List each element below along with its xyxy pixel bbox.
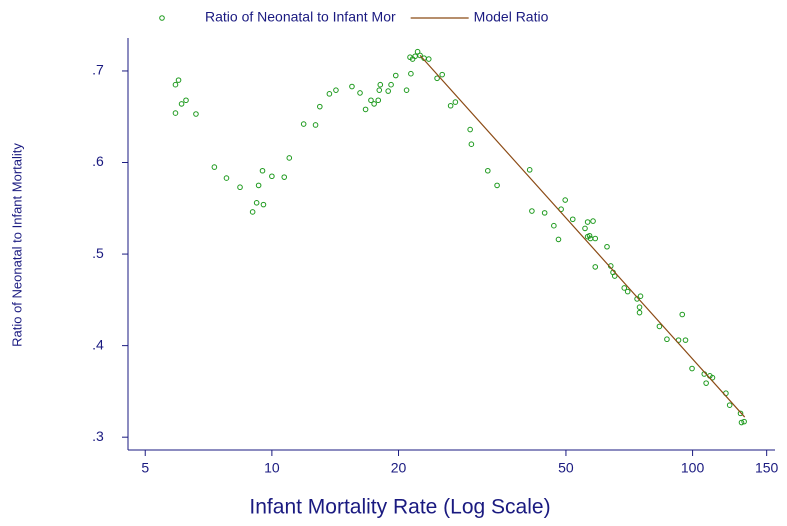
data-point	[447, 102, 454, 109]
y-tick-label: .3	[92, 428, 104, 444]
data-point	[439, 71, 445, 78]
data-point	[592, 235, 599, 242]
data-point	[253, 200, 260, 206]
data-point	[484, 167, 491, 174]
y-tick-label: .6	[92, 153, 104, 169]
data-point	[555, 236, 562, 243]
data-point	[468, 141, 475, 148]
model-line	[419, 54, 746, 418]
data-point	[737, 410, 744, 417]
data-point	[178, 101, 185, 107]
data-point	[362, 106, 369, 113]
x-tick-label: 50	[558, 460, 574, 476]
data-point	[326, 91, 333, 97]
legend-label: Ratio of Neonatal to Infant Mor	[205, 9, 396, 25]
data-point	[172, 81, 179, 88]
data-point	[175, 77, 182, 83]
data-point	[452, 99, 459, 105]
data-point	[403, 87, 410, 93]
data-point	[388, 81, 394, 88]
data-point	[590, 218, 596, 224]
data-point	[408, 70, 414, 77]
data-point	[237, 184, 243, 191]
x-tick-label: 20	[391, 460, 407, 476]
data-point	[664, 336, 670, 343]
x-axis-label: Infant Mortality Rate (Log Scale)	[249, 496, 550, 519]
y-axis-label: Ratio of Neonatal to Infant Mortality	[9, 143, 24, 347]
data-point	[211, 164, 218, 170]
data-point	[317, 103, 323, 110]
data-point	[375, 97, 382, 104]
data-point	[637, 293, 644, 299]
data-point	[312, 122, 319, 128]
data-point	[467, 126, 473, 133]
data-point	[569, 216, 576, 223]
x-tick-label: 100	[681, 460, 705, 476]
data-point	[611, 273, 618, 279]
data-point	[183, 97, 189, 104]
y-tick-label: .5	[92, 245, 104, 261]
data-point	[551, 222, 557, 229]
data-point	[417, 52, 423, 59]
data-point	[726, 402, 733, 408]
data-point	[582, 225, 588, 232]
data-point	[349, 83, 355, 90]
data-point	[656, 323, 663, 330]
data-point	[586, 232, 593, 239]
data-point	[371, 101, 377, 107]
x-tick-label: 150	[755, 460, 779, 476]
legend-label: Model Ratio	[474, 9, 549, 25]
data-point	[255, 182, 262, 189]
data-point	[300, 121, 307, 127]
data-point	[368, 97, 374, 104]
y-tick-label: .7	[92, 62, 104, 78]
data-point	[357, 90, 363, 96]
data-point	[636, 309, 643, 316]
data-point	[604, 243, 610, 250]
data-point	[286, 155, 293, 161]
data-point	[269, 173, 275, 180]
data-point	[193, 111, 199, 117]
x-tick-label: 10	[264, 460, 280, 476]
data-point	[377, 81, 384, 88]
data-point	[434, 75, 440, 82]
data-point	[494, 182, 500, 189]
data-point	[529, 208, 535, 214]
data-point	[682, 337, 689, 343]
data-point	[738, 419, 745, 426]
data-point	[259, 167, 266, 174]
data-point	[624, 288, 631, 295]
data-point	[392, 72, 399, 79]
data-point	[562, 197, 569, 203]
data-point	[385, 88, 391, 94]
x-tick-label: 5	[141, 460, 149, 476]
data-point	[584, 219, 591, 225]
data-point	[425, 56, 432, 62]
data-point	[376, 87, 383, 93]
data-point	[703, 380, 709, 386]
data-point	[709, 374, 716, 381]
data-point	[679, 311, 686, 318]
data-point	[333, 87, 339, 93]
data-point	[260, 201, 267, 208]
data-point	[541, 210, 548, 216]
data-point	[414, 48, 421, 55]
data-point	[689, 365, 695, 372]
data-point	[636, 304, 643, 310]
data-point	[281, 174, 288, 180]
data-point	[223, 175, 230, 181]
y-tick-label: .4	[92, 336, 104, 352]
data-point	[621, 285, 628, 291]
data-point	[526, 167, 533, 173]
legend-marker	[159, 15, 165, 21]
data-point	[249, 209, 256, 215]
data-point	[172, 110, 179, 116]
data-point	[741, 418, 747, 425]
data-point	[592, 264, 599, 270]
